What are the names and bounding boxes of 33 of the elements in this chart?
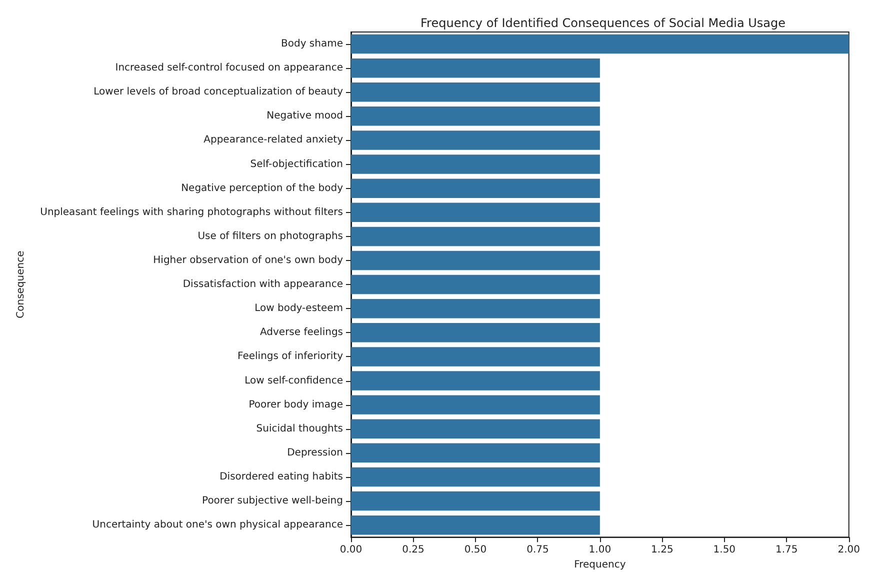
- y-tick-label: Disordered eating habits: [220, 471, 343, 482]
- x-tick-label: 1.50: [713, 544, 736, 556]
- y-tick-label: Increased self-control focused on appearance: [115, 62, 343, 74]
- y-tick-label: Negative mood: [266, 110, 343, 122]
- y-tick-label: Use of filters on photographs: [198, 230, 343, 242]
- y-tick-label: Unpleasant feelings with sharing photographs without filters: [40, 206, 343, 218]
- x-tick-label: 1.25: [651, 544, 674, 556]
- y-tick-label: Depression: [287, 447, 343, 458]
- x-tick-label: 0.75: [526, 544, 549, 556]
- x-axis-title: Frequency: [574, 560, 626, 570]
- y-tick-label: Feelings of inferiority: [238, 351, 344, 362]
- y-tick-label: Low body-esteem: [254, 303, 343, 314]
- y-tick-label: Uncertainty about one's own physical appearance: [92, 520, 343, 531]
- chart-title: Frequency of Identified Consequences of Social Media Usage: [420, 16, 786, 30]
- y-axis-title: Consequence: [16, 250, 26, 318]
- y-tick-label: Negative perception of the body: [181, 182, 344, 194]
- y-tick-label: Lower levels of broad conceptualization of beauty: [94, 86, 344, 98]
- y-tick-label: Appearance-related anxiety: [204, 134, 344, 146]
- x-tick-label: 0.25: [402, 544, 424, 556]
- y-tick-label: Self-objectification: [250, 158, 343, 170]
- y-tick-label: Low self-confidence: [244, 375, 343, 386]
- y-tick-label: Poorer subjective well-being: [202, 496, 343, 507]
- y-tick-label: Higher observation of one's own body: [153, 255, 344, 266]
- y-tick-label: Poorer body image: [248, 399, 343, 410]
- x-tick-label: 1.00: [588, 544, 612, 556]
- y-tick-label: Body shame: [281, 38, 343, 50]
- x-tick-label: 2.00: [838, 544, 860, 556]
- y-tick-label: Adverse feelings: [260, 327, 343, 338]
- x-tick-label: 0.00: [340, 544, 362, 556]
- y-tick-label: Dissatisfaction with appearance: [182, 279, 343, 290]
- y-tick-label: Suicidal thoughts: [256, 423, 343, 434]
- x-tick-label: 0.50: [464, 544, 487, 556]
- x-tick-label: 1.75: [776, 544, 798, 556]
